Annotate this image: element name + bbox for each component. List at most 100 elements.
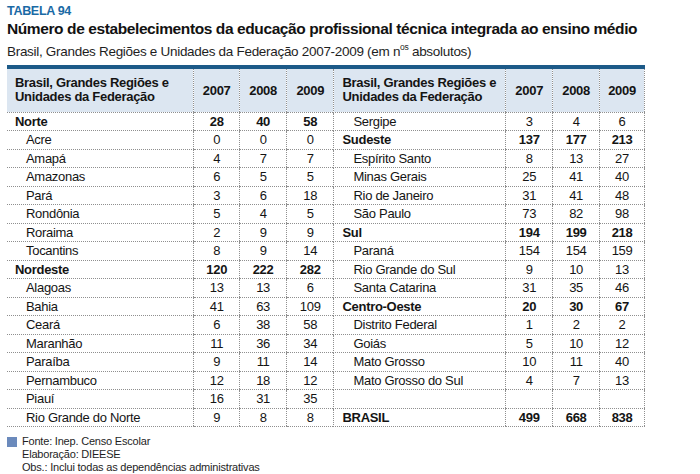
row-value: 35	[553, 279, 600, 298]
row-label: Rio Grande do Norte	[7, 408, 194, 427]
row-value: 2	[194, 223, 240, 242]
row-value: 13	[600, 260, 645, 279]
row-value	[553, 390, 600, 409]
row-value: 4	[506, 371, 553, 390]
row-value: 16	[194, 390, 240, 409]
row-value: 10	[553, 260, 600, 279]
row-value: 10	[553, 334, 600, 353]
row-label: Amapá	[7, 149, 194, 168]
row-value: 46	[600, 279, 645, 298]
table-row: BRASIL499668838	[334, 408, 645, 427]
row-value: 11	[240, 353, 287, 372]
row-label: Mato Grosso do Sul	[334, 371, 506, 390]
row-label: BRASIL	[334, 408, 506, 427]
row-value: 5	[240, 168, 287, 187]
row-label: Acre	[7, 131, 194, 150]
row-label: Rondônia	[7, 205, 194, 224]
row-value: 40	[240, 112, 287, 131]
row-value: 218	[600, 223, 645, 242]
row-value: 499	[506, 408, 553, 427]
row-label: Rio Grande do Sul	[334, 260, 506, 279]
row-value: 31	[240, 390, 287, 409]
table-row: Amapá477	[7, 149, 333, 168]
row-value: 4	[240, 205, 287, 224]
table-row: Ceará63858	[7, 316, 333, 335]
row-value: 9	[194, 353, 240, 372]
row-value: 13	[600, 371, 645, 390]
row-value: 0	[287, 131, 334, 150]
table-row: Santa Catarina313546	[334, 279, 645, 298]
row-value: 9	[287, 223, 334, 242]
subtitle-superscript: os	[400, 42, 408, 52]
row-value: 13	[194, 279, 240, 298]
row-value: 28	[194, 112, 240, 131]
row-value: 6	[600, 112, 645, 131]
table-row: Minas Gerais254140	[334, 168, 645, 187]
row-value: 38	[240, 316, 287, 335]
row-value: 222	[240, 260, 287, 279]
row-label: Ceará	[7, 316, 194, 335]
table-row: Paraíba91114	[7, 353, 333, 372]
row-value: 11	[553, 353, 600, 372]
row-value: 177	[553, 131, 600, 150]
row-value: 67	[600, 297, 645, 316]
row-value: 14	[287, 242, 334, 261]
table-row: Sudeste137177213	[334, 131, 645, 150]
obs-note: Obs.: Inclui todas as dependências admin…	[7, 461, 700, 474]
row-value: 1	[506, 316, 553, 335]
subtitle-text: Brasil, Grandes Regiões e Unidades da Fe…	[7, 44, 400, 59]
row-value: 137	[506, 131, 553, 150]
row-value: 109	[287, 297, 334, 316]
table-row: Bahia4163109	[7, 297, 333, 316]
row-value: 9	[194, 408, 240, 427]
table-row: Pernambuco121812	[7, 371, 333, 390]
row-label: Espírito Santo	[334, 149, 506, 168]
row-label: Pará	[7, 186, 194, 205]
row-value: 4	[194, 149, 240, 168]
row-value: 12	[194, 371, 240, 390]
header-year-2009: 2009	[287, 69, 334, 113]
row-value: 120	[194, 260, 240, 279]
table-row	[334, 390, 645, 409]
row-value: 8	[194, 242, 240, 261]
row-value: 159	[600, 242, 645, 261]
row-label: Sergipe	[334, 112, 506, 131]
row-value: 668	[553, 408, 600, 427]
table-row: Rondônia545	[7, 205, 333, 224]
row-label	[334, 390, 506, 409]
row-value: 48	[600, 186, 645, 205]
table-right-half: Brasil, Grandes Regiões e Unidades da Fe…	[333, 69, 645, 428]
table-row: Paraná154154159	[334, 242, 645, 261]
table-header-row: Brasil, Grandes Regiões e Unidades da Fe…	[334, 69, 645, 113]
row-value: 3	[194, 186, 240, 205]
table-row: Rio de Janeiro314148	[334, 186, 645, 205]
row-value: 20	[506, 297, 553, 316]
table-row: Norte284058	[7, 112, 333, 131]
row-label: Sul	[334, 223, 506, 242]
row-value: 40	[600, 353, 645, 372]
row-value: 0	[194, 131, 240, 150]
row-value: 3	[506, 112, 553, 131]
row-value	[506, 390, 553, 409]
table-row: Rio Grande do Norte988	[7, 408, 333, 427]
row-value: 25	[506, 168, 553, 187]
row-value: 41	[194, 297, 240, 316]
row-value: 31	[506, 186, 553, 205]
row-label: Paraíba	[7, 353, 194, 372]
row-value: 34	[287, 334, 334, 353]
row-label: Pernambuco	[7, 371, 194, 390]
row-label: Tocantins	[7, 242, 194, 261]
row-value: 41	[553, 186, 600, 205]
row-value: 7	[240, 149, 287, 168]
row-value: 9	[240, 242, 287, 261]
header-year-2009: 2009	[600, 69, 645, 113]
table-row: Nordeste120222282	[7, 260, 333, 279]
row-label: São Paulo	[334, 205, 506, 224]
row-value: 6	[194, 316, 240, 335]
row-value: 41	[553, 168, 600, 187]
table-row: Tocantins8914	[7, 242, 333, 261]
table-row: Goiás51012	[334, 334, 645, 353]
row-label: Alagoas	[7, 279, 194, 298]
row-value: 12	[287, 371, 334, 390]
row-value: 4	[553, 112, 600, 131]
